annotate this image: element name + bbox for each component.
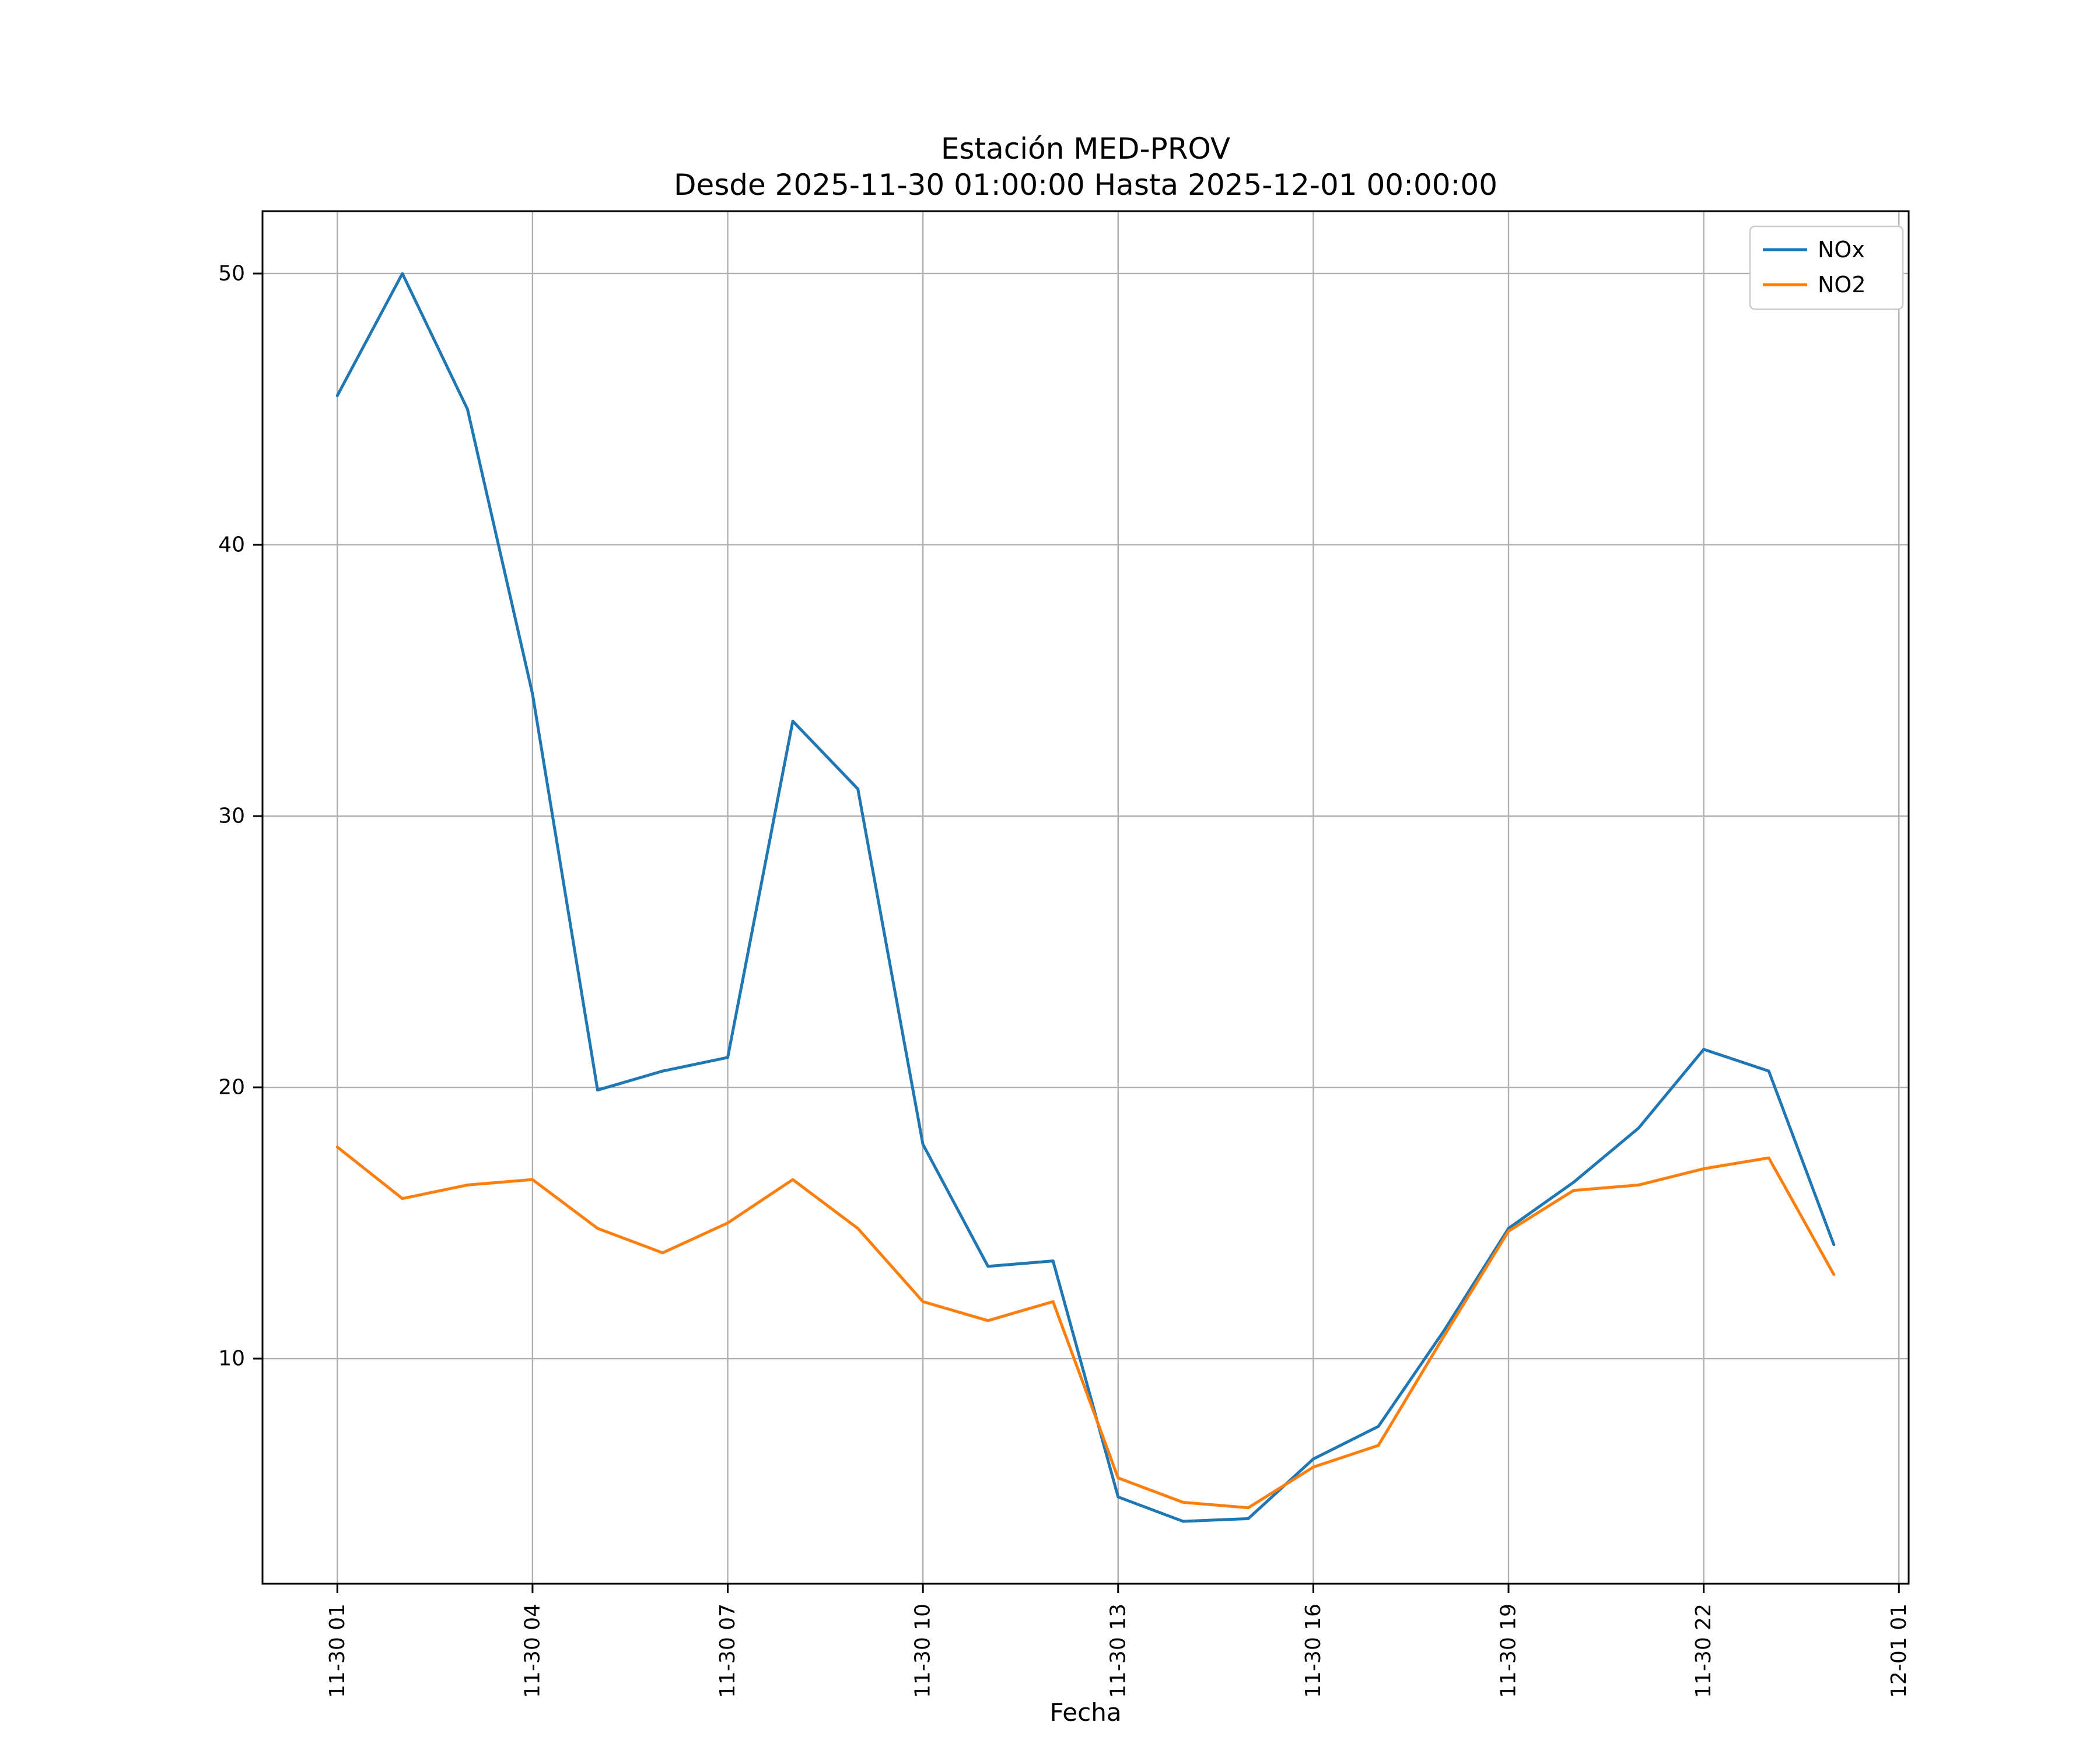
x-tick-label: 11-30 19 <box>1497 1604 1521 1698</box>
axes-background <box>262 211 1909 1584</box>
x-tick-label: 12-01 01 <box>1887 1604 1911 1698</box>
x-axis-label: Fecha <box>1049 1698 1121 1727</box>
y-tick-label: 10 <box>218 1347 245 1371</box>
x-tick-label: 11-30 01 <box>326 1604 349 1698</box>
axes-spines <box>261 210 1910 1585</box>
y-tick-label: 40 <box>218 533 245 556</box>
legend-box <box>1749 225 1904 310</box>
y-tick-label: 30 <box>218 804 245 828</box>
legend-label-nox: NOx <box>1818 237 1865 262</box>
series-line-no2 <box>335 1145 1836 1510</box>
x-tick-label: 11-30 22 <box>1692 1604 1716 1698</box>
chart-title-line2: Desde 2025-11-30 01:00:00 Hasta 2025-12-… <box>674 168 1497 202</box>
x-tick-label: 11-30 07 <box>716 1604 740 1698</box>
series-line-nox <box>335 272 1836 1523</box>
legend-label-no2: NO2 <box>1818 272 1866 298</box>
y-tick-label: 50 <box>218 261 245 285</box>
chart-title-line1: Estación MED-PROV <box>941 132 1230 166</box>
x-tick-label: 11-30 04 <box>520 1604 544 1698</box>
x-tick-label: 11-30 16 <box>1301 1604 1325 1698</box>
x-tick-label: 11-30 13 <box>1106 1604 1130 1698</box>
x-tick-label: 11-30 10 <box>911 1604 935 1698</box>
y-tick-label: 20 <box>218 1076 245 1100</box>
